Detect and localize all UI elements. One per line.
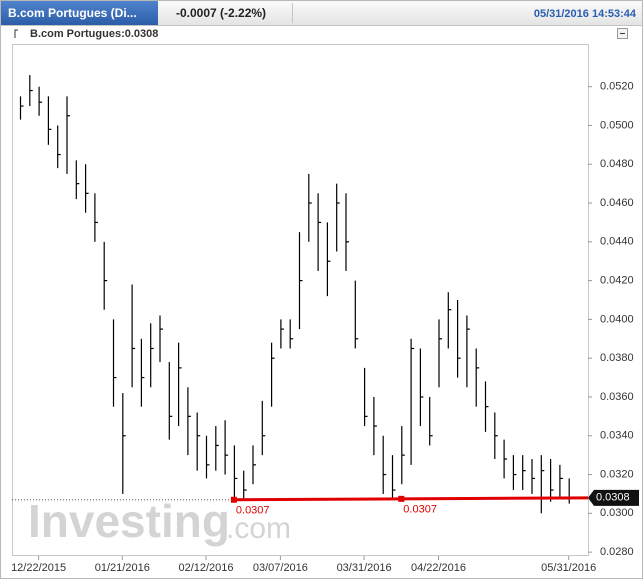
last-price-tag — [588, 489, 639, 506]
last-price-label: 0.0308 — [596, 492, 630, 504]
x-tick-label: 02/12/2016 — [178, 562, 233, 574]
legend-label: B.com Portugues:0.0308 — [30, 28, 158, 40]
trend-label: 0.0307 — [236, 505, 270, 517]
y-tick-label: 0.0480 — [600, 158, 634, 170]
y-tick-label: 0.0520 — [600, 81, 634, 93]
y-tick-label: 0.0300 — [600, 507, 634, 519]
title-tab[interactable] — [1, 1, 158, 25]
y-tick-label: 0.0340 — [600, 430, 634, 442]
y-tick-label: 0.0400 — [600, 313, 634, 325]
y-tick-label: 0.0420 — [600, 275, 634, 287]
legend-icon — [14, 29, 18, 38]
y-tick-label: 0.0320 — [600, 468, 634, 480]
y-tick-label: 0.0280 — [600, 546, 634, 558]
chart-title: B.com Portugues (Di... — [8, 6, 137, 20]
trend-line — [233, 496, 589, 502]
y-tick-label: 0.0440 — [600, 236, 634, 248]
y-tick-label: 0.0460 — [600, 197, 634, 209]
watermark: Investing — [28, 495, 230, 547]
y-tick-label: 0.0360 — [600, 391, 634, 403]
trend-label: 0.0307 — [403, 504, 437, 516]
y-tick-label: 0.0380 — [600, 352, 634, 364]
change: -0.0007 (-2.22%) — [176, 6, 266, 20]
x-tick-label: 01/21/2016 — [95, 562, 150, 574]
y-tick-label: 0.0500 — [600, 119, 634, 131]
timestamp: 05/31/2016 14:53:44 — [534, 8, 637, 20]
x-tick-label: 04/22/2016 — [411, 562, 466, 574]
trend-anchor — [230, 496, 237, 503]
x-tick-label: 05/31/2016 — [541, 562, 596, 574]
plot-area — [12, 44, 589, 556]
watermark-suffix: .com — [226, 512, 291, 545]
trend-anchor — [398, 495, 405, 502]
x-tick-label: 03/31/2016 — [337, 562, 392, 574]
x-tick-label: 12/22/2015 — [11, 562, 66, 574]
x-tick-label: 03/07/2016 — [253, 562, 308, 574]
